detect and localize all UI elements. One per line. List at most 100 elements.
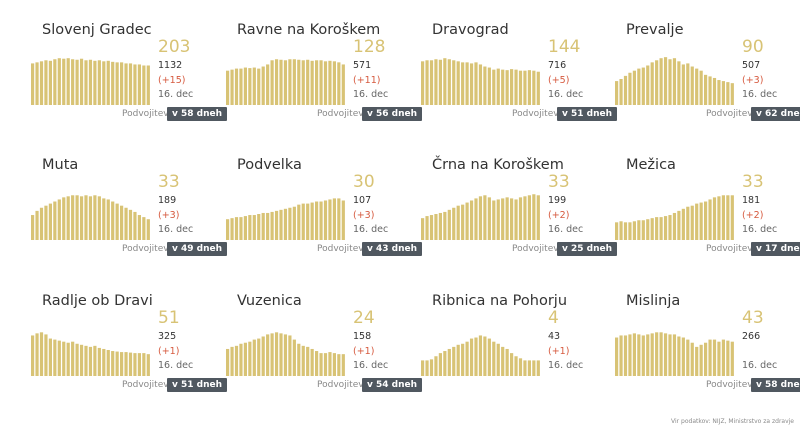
municipality-title: Črna na Koroškem: [432, 157, 564, 173]
bar: [496, 343, 500, 376]
bar: [62, 58, 66, 105]
bar: [31, 215, 35, 240]
bar: [668, 215, 672, 240]
bar: [686, 206, 690, 240]
bar: [332, 198, 336, 240]
bar: [323, 200, 328, 240]
bar: [690, 66, 694, 105]
bar: [632, 70, 636, 105]
bar: [306, 203, 310, 240]
bar: [310, 60, 314, 105]
bar: [44, 205, 48, 240]
doubling-label: Podvojitev: [317, 109, 364, 119]
bar: [124, 63, 128, 105]
bar: [532, 360, 536, 376]
bar: [31, 335, 35, 376]
bar: [623, 75, 628, 105]
daily-cases-bars: [31, 332, 150, 376]
bar: [128, 209, 133, 240]
date-label: 16. dec: [548, 89, 584, 100]
bar: [75, 195, 79, 240]
doubling-label: Podvojitev: [122, 380, 169, 390]
bar: [637, 334, 641, 376]
bar: [57, 58, 61, 105]
bar: [71, 195, 75, 240]
bar: [39, 207, 44, 240]
bar: [447, 59, 451, 105]
bar: [536, 71, 540, 105]
bar: [337, 354, 341, 376]
bar: [628, 72, 632, 105]
bar: [615, 222, 619, 240]
bar: [111, 351, 115, 376]
bar: [615, 81, 619, 105]
bar: [57, 340, 61, 376]
bar: [465, 341, 469, 376]
bar: [505, 197, 509, 240]
bar: [341, 200, 345, 240]
bar: [730, 195, 734, 240]
bar: [677, 336, 681, 376]
daily-cases-bars: [615, 57, 734, 105]
bar: [239, 217, 243, 240]
bar: [328, 60, 332, 105]
bar: [332, 353, 336, 376]
bar: [142, 353, 146, 376]
bar: [536, 195, 540, 240]
bar: [243, 342, 247, 376]
bar: [637, 68, 641, 105]
daily-cases-bars: [226, 198, 345, 240]
bar: [514, 199, 518, 240]
bar: [646, 334, 650, 376]
bar: [292, 206, 296, 240]
doubling-label: Podvojitev: [706, 109, 753, 119]
daily-change-value: (+2): [548, 210, 570, 221]
bar: [234, 68, 239, 105]
bar: [266, 334, 270, 376]
bar: [332, 61, 336, 105]
bar: [306, 59, 310, 105]
bar: [465, 202, 469, 240]
bar: [487, 67, 491, 105]
bar: [239, 343, 243, 376]
bar: [641, 335, 645, 376]
bar: [721, 195, 725, 240]
bar: [641, 220, 645, 240]
bar: [106, 199, 110, 240]
total-cases-value: 571: [353, 60, 372, 71]
municipality-card: Vuzenica 24 158 (+1) 16. dec Podvojitev v 54 d…: [225, 293, 423, 423]
bar: [274, 332, 279, 376]
doubling-badge: v 51 dneh: [557, 107, 618, 121]
bar: [527, 360, 531, 376]
bar: [695, 68, 699, 105]
daily-cases-bars: [421, 335, 540, 376]
bar: [133, 353, 137, 376]
bar: [230, 69, 234, 105]
latest-cases-value: 33: [742, 172, 764, 192]
bar: [137, 353, 141, 376]
total-cases-value: 325: [158, 331, 177, 342]
bar: [306, 346, 310, 376]
bar: [283, 334, 288, 376]
daily-cases-bars: [226, 59, 345, 105]
bar: [111, 201, 115, 240]
bar: [699, 70, 703, 105]
municipality-title: Vuzenica: [237, 293, 302, 309]
bar: [438, 59, 442, 105]
bar: [297, 343, 301, 376]
bar: [532, 194, 536, 240]
bar: [628, 222, 632, 240]
bar: [301, 203, 305, 240]
bar: [668, 334, 672, 376]
bar: [699, 344, 703, 376]
municipality-card: Mežica 33 181 (+2) 16. dec Podvojitev v 17 dne…: [614, 157, 800, 287]
bar: [717, 341, 721, 376]
bar: [695, 203, 699, 240]
daily-change-value: (+11): [353, 75, 381, 86]
bar: [668, 59, 672, 105]
total-cases-value: 266: [742, 331, 761, 342]
bar: [429, 359, 434, 376]
bar: [514, 69, 518, 105]
bar: [266, 212, 270, 240]
bar: [523, 196, 527, 240]
